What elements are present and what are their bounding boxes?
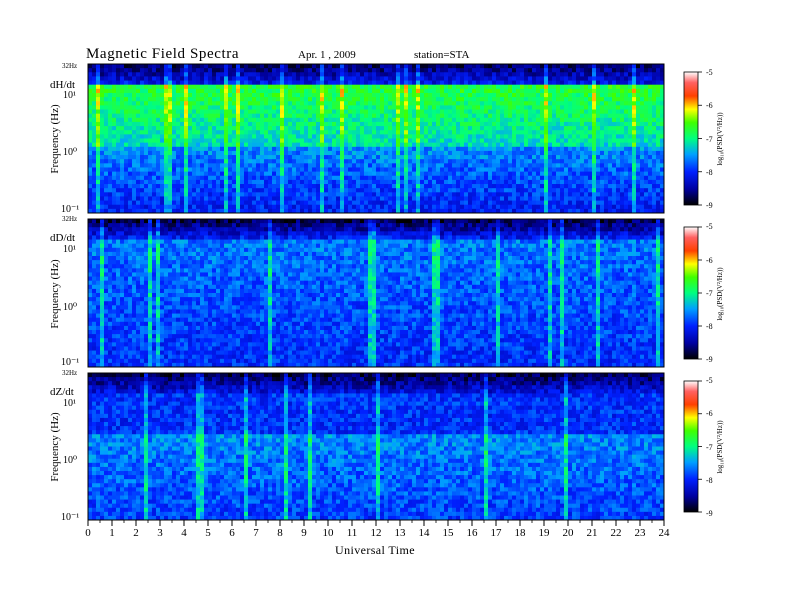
panel1-ytick-10-m1: 10⁻¹: [61, 204, 80, 215]
x-tick-label: 24: [658, 527, 670, 539]
panel2-ytick-10-m1: 10⁻¹: [61, 357, 80, 368]
colorbars: [683, 71, 702, 513]
panel3-top-label: 32Hz: [62, 369, 78, 377]
x-tick-label: 14: [418, 527, 430, 539]
x-tick-label: 13: [394, 527, 406, 539]
x-tick-label: 16: [466, 527, 478, 539]
panel-dd-spectrogram: [87, 218, 665, 368]
panel1-top-label: 32Hz: [62, 62, 78, 70]
panel3-component-label: dZ/dt: [50, 386, 74, 398]
cb2-tick-m8: -8: [706, 322, 713, 331]
x-tick-label: 0: [85, 527, 91, 539]
colorbar-dd: [683, 226, 699, 360]
panel3-ytick-10-1: 10¹: [63, 398, 76, 409]
station-label: station=STA: [414, 49, 470, 61]
x-tick-label: 12: [370, 527, 382, 539]
cb1-tick-m6: -6: [706, 101, 713, 110]
panel2-top-label: 32Hz: [62, 215, 78, 223]
x-tick-label: 22: [610, 527, 622, 539]
colorbar-dz: [683, 380, 699, 513]
cb3-tick-m5: -5: [706, 376, 713, 385]
x-axis-label: Universal Time: [335, 543, 415, 557]
panel3-ytick-10-0: 10⁰: [63, 455, 78, 466]
panel-dh-spectrogram: [87, 63, 665, 214]
panel-dz-spectrogram: [87, 372, 665, 521]
cb2-tick-m6: -6: [706, 256, 713, 265]
x-tick-label: 17: [490, 527, 502, 539]
cb1-tick-m8: -8: [706, 168, 713, 177]
x-tick-label: 10: [322, 527, 334, 539]
cb2-tick-m5: -5: [706, 222, 713, 231]
x-tick-label: 15: [442, 527, 454, 539]
x-tick-label: 9: [301, 527, 307, 539]
spectrogram-panels: [87, 63, 665, 521]
cb1-tick-m7: -7: [706, 135, 713, 144]
x-tick-label: 8: [277, 527, 283, 539]
x-tick-label: 5: [205, 527, 211, 539]
x-tick-label: 20: [562, 527, 574, 539]
x-tick-label: 2: [133, 527, 139, 539]
panel2-component-label: dD/dt: [50, 232, 76, 244]
panel1-ytick-10-0: 10⁰: [63, 147, 78, 158]
x-tick-label: 3: [157, 527, 163, 539]
panel1-ytick-10-1: 10¹: [63, 90, 76, 101]
x-axis-ticks: [87, 520, 665, 526]
cb3-tick-m8: -8: [706, 476, 713, 485]
cb1-tick-m5: -5: [706, 68, 713, 77]
x-tick-label: 1: [109, 527, 115, 539]
cb2-tick-m9: -9: [706, 355, 713, 364]
x-tick-label: 21: [586, 527, 598, 539]
cb2-tick-m7: -7: [706, 289, 713, 298]
panel2-ytick-10-0: 10⁰: [63, 302, 78, 313]
x-tick-label: 4: [181, 527, 187, 539]
panel2-ytick-10-1: 10¹: [63, 244, 76, 255]
x-tick-label: 18: [514, 527, 526, 539]
cb3-tick-m6: -6: [706, 409, 713, 418]
chart-title: Magnetic Field Spectra: [86, 46, 240, 62]
x-tick-label: 6: [229, 527, 235, 539]
x-tick-label: 7: [253, 527, 259, 539]
cb1-tick-m9: -9: [706, 201, 713, 210]
x-tick-label: 19: [538, 527, 550, 539]
cb3-tick-m7: -7: [706, 443, 713, 452]
panel3-ytick-10-m1: 10⁻¹: [61, 512, 80, 523]
panel-dh-frame: [87, 63, 665, 214]
cb3-tick-m9: -9: [706, 509, 713, 518]
x-tick-label: 11: [346, 527, 358, 539]
date-label: Apr. 1 , 2009: [298, 49, 356, 61]
x-tick-label: 23: [634, 527, 646, 539]
colorbar-dh: [683, 71, 699, 206]
panel1-component-label: dH/dt: [50, 79, 76, 91]
panel-dd-frame: [87, 218, 665, 368]
